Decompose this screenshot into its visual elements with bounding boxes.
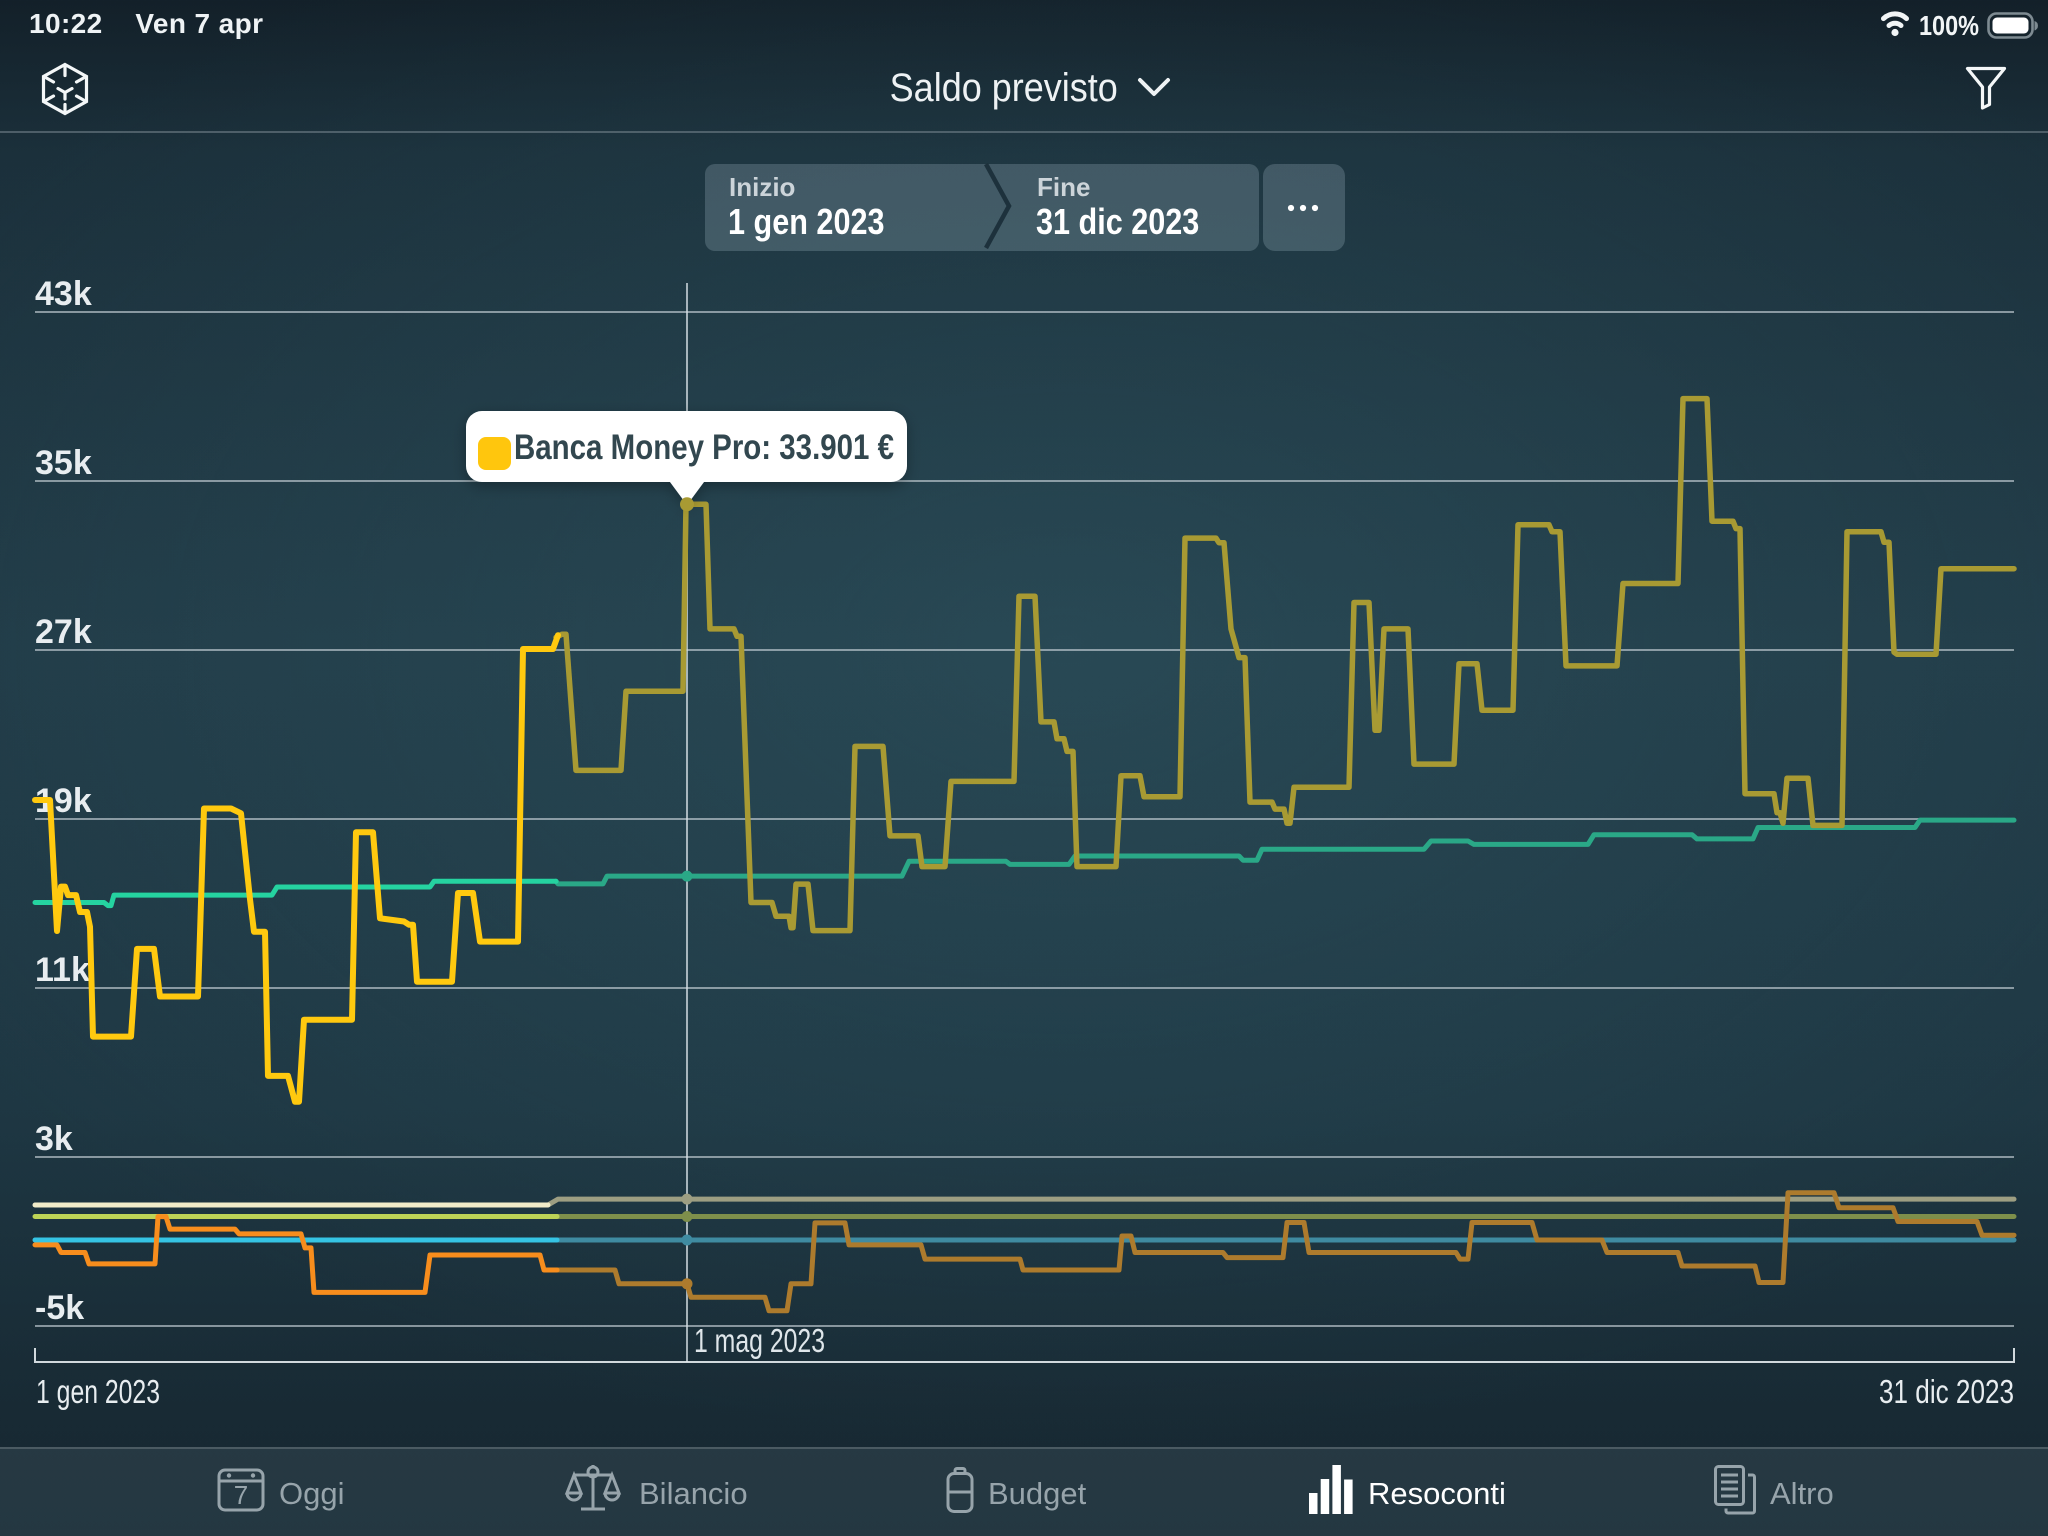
svg-text:1 mag 2023: 1 mag 2023 — [694, 1322, 825, 1359]
svg-text:11k: 11k — [35, 951, 90, 989]
svg-text:7: 7 — [234, 1480, 248, 1510]
svg-text:100%: 100% — [1919, 10, 1979, 41]
svg-text:27k: 27k — [35, 613, 92, 651]
svg-text:-5k: -5k — [35, 1289, 84, 1327]
svg-text:43k: 43k — [35, 275, 92, 313]
svg-text:35k: 35k — [35, 444, 92, 482]
svg-text:31 dic 2023: 31 dic 2023 — [1879, 1373, 2014, 1410]
svg-text:Banca Money Pro: 33.901 €: Banca Money Pro: 33.901 € — [514, 428, 894, 467]
svg-text:3k: 3k — [35, 1120, 73, 1158]
svg-text:1 gen 2023: 1 gen 2023 — [36, 1373, 160, 1410]
